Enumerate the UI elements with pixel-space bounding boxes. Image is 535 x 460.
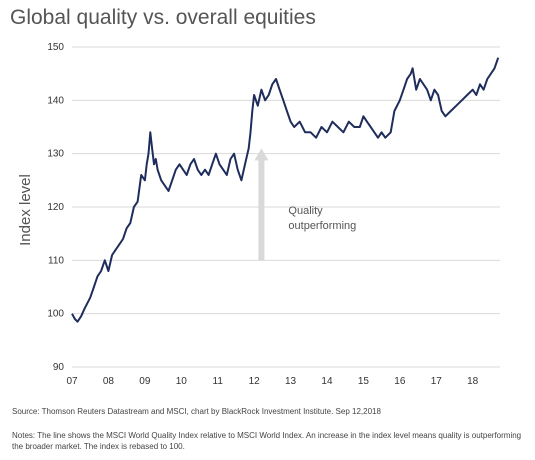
- y-axis-ticks: 90 100 110 120 130 140 150: [47, 42, 64, 373]
- y-tick-label: 150: [47, 42, 64, 53]
- y-tick-label: 100: [47, 309, 64, 320]
- gridlines: [72, 46, 500, 368]
- x-tick-label: 10: [176, 376, 188, 387]
- x-axis-ticks: 07 08 09 10 11 12 13 14 15 16 17 18: [66, 376, 478, 387]
- annotation: Quality outperforming: [254, 148, 356, 261]
- x-tick-label: 16: [394, 376, 406, 387]
- y-tick-label: 110: [48, 255, 64, 266]
- x-tick-label: 08: [103, 376, 115, 387]
- x-tick-label: 15: [358, 376, 370, 387]
- x-tick-label: 13: [285, 376, 297, 387]
- x-tick-label: 07: [66, 376, 78, 387]
- x-tick-label: 18: [467, 376, 479, 387]
- y-tick-label: 90: [53, 362, 65, 373]
- chart-title: Global quality vs. overall equities: [10, 6, 316, 29]
- arrow-up-icon: [254, 148, 269, 161]
- annotation-line-2: outperforming: [288, 220, 356, 232]
- y-tick-label: 120: [47, 202, 64, 213]
- annotation-line-1: Quality: [288, 205, 323, 217]
- source-note: Source: Thomson Reuters Datastream and M…: [12, 407, 381, 416]
- x-tick-label: 09: [139, 376, 151, 387]
- y-tick-label: 130: [47, 149, 64, 160]
- x-tick-label: 17: [431, 376, 443, 387]
- y-tick-label: 140: [47, 95, 64, 106]
- series-line-quality-index: [71, 57, 500, 323]
- x-tick-label: 14: [321, 376, 333, 387]
- line-chart: 90 100 110 120 130 140 150 07 08 09 10 11 12 13 14 15 1…: [17, 42, 500, 387]
- x-tick-label: 11: [213, 376, 224, 387]
- notes-text: Notes: The line shows the MSCI World Qua…: [12, 431, 522, 451]
- x-tick-label: 12: [249, 376, 261, 387]
- y-axis-label: Index level: [17, 174, 34, 246]
